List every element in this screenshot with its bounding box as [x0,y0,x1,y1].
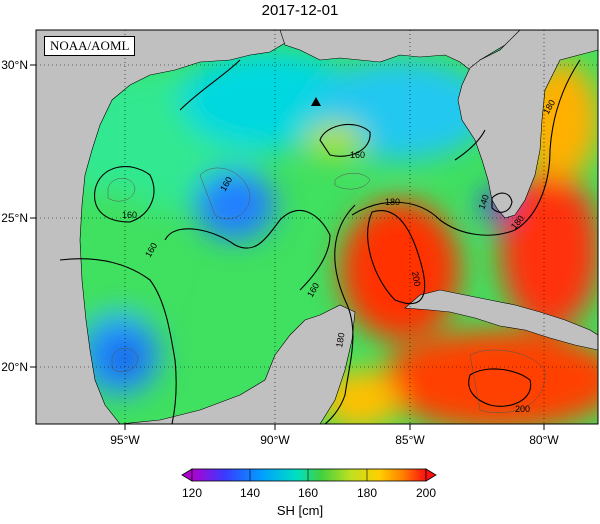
colorbar-title: SH [cm] [276,503,324,518]
colorbar-max-arrow [425,468,437,482]
colorbar-min-arrow [181,468,193,482]
lon-label: 85°W [395,433,425,447]
land-gulf-coast [279,30,521,71]
contour-label: 180 [334,332,346,349]
contour-lines [59,59,581,424]
colorbar-tick: 120 [182,486,202,500]
land-florida [457,30,598,219]
colorbar-tick: 160 [298,486,318,500]
land-texas-mexico [36,30,301,424]
lon-label: 90°W [260,433,290,447]
contour-label: 160 [350,150,365,160]
contour-label: 200 [410,271,422,288]
land-cuba [404,289,598,351]
station-marker-icon [311,97,321,106]
colorbar-tick: 140 [240,486,260,500]
map-frame [35,29,599,425]
colorbar-tick: 180 [357,486,377,500]
lon-label: 95°W [110,433,140,447]
land-yucatan [119,304,356,424]
map-title: 2017-12-01 [261,2,339,19]
colorbar-bar [191,468,427,482]
lat-labels: 30°N 25°N 20°N [1,58,28,374]
colorbar-tick: 200 [416,486,436,500]
contour-label: 180 [385,197,400,207]
credit-box: NOAA/AOML [44,36,136,56]
contour-label: 160 [122,210,137,220]
lat-label: 30°N [1,58,28,72]
lon-labels: 95°W 90°W 85°W 80°W [110,433,559,447]
map-area: 180 160 160 160 160 160 180 140 180 200 … [36,30,598,424]
contour-label: 140 [476,193,491,211]
lon-label: 80°W [529,433,559,447]
colorbar: 120 140 160 180 200 [181,468,437,500]
lat-label: 25°N [1,211,28,225]
contour-label: 200 [515,404,530,414]
axis-ticks [30,64,545,430]
lat-label: 20°N [1,360,28,374]
graticule [36,30,598,424]
